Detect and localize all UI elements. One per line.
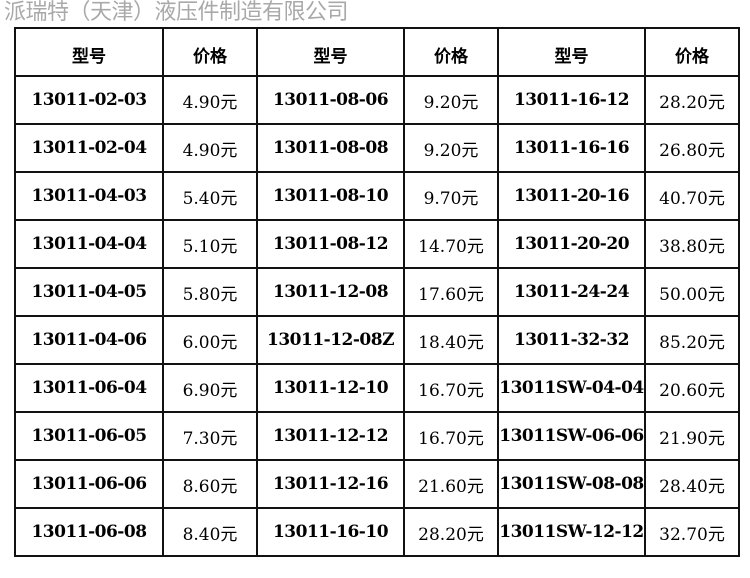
model-cell: 13011-06-04 xyxy=(14,363,164,413)
model-cell: 13011-32-32 xyxy=(497,315,646,365)
price-cell: 7.30元 xyxy=(162,411,258,461)
model-cell: 13011-06-08 xyxy=(14,507,164,557)
model-cell: 13011-16-12 xyxy=(497,75,646,125)
header-price: 价格 xyxy=(162,27,258,77)
price-cell: 5.10元 xyxy=(162,219,258,269)
price-cell: 28.20元 xyxy=(403,507,499,557)
model-cell: 13011-08-10 xyxy=(256,171,405,221)
price-cell: 26.80元 xyxy=(644,123,740,173)
price-cell: 4.90元 xyxy=(162,123,258,173)
model-cell: 13011-08-06 xyxy=(256,75,405,125)
price-cell: 28.20元 xyxy=(644,75,740,125)
model-cell: 13011-12-08Z xyxy=(256,315,405,365)
price-cell: 28.40元 xyxy=(644,459,740,509)
model-cell: 13011-20-20 xyxy=(497,219,646,269)
header-model: 型号 xyxy=(256,27,405,77)
price-cell: 5.80元 xyxy=(162,267,258,317)
model-cell: 13011-16-16 xyxy=(497,123,646,173)
table-row: 13011-06-08 8.40元 13011-16-10 28.20元 13011SW… xyxy=(14,507,740,557)
model-cell: 13011-04-03 xyxy=(14,171,164,221)
model-cell: 13011-12-12 xyxy=(256,411,405,461)
price-cell: 6.00元 xyxy=(162,315,258,365)
price-cell: 8.60元 xyxy=(162,459,258,509)
price-cell: 40.70元 xyxy=(644,171,740,221)
model-cell: 13011-04-05 xyxy=(14,267,164,317)
price-cell: 32.70元 xyxy=(644,507,740,557)
price-cell: 17.60元 xyxy=(403,267,499,317)
model-cell: 13011-08-12 xyxy=(256,219,405,269)
model-cell: 13011-20-16 xyxy=(497,171,646,221)
model-cell: 13011-02-04 xyxy=(14,123,164,173)
header-model: 型号 xyxy=(497,27,646,77)
price-table: 型号 价格 型号 价格 型号 价格 13011-02-03 4.90元 13011-08-06… xyxy=(14,27,740,557)
header-price: 价格 xyxy=(644,27,740,77)
price-cell: 14.70元 xyxy=(403,219,499,269)
price-cell: 50.00元 xyxy=(644,267,740,317)
model-cell: 13011-02-03 xyxy=(14,75,164,125)
table-row: 13011-02-04 4.90元 13011-08-08 9.20元 13011-16… xyxy=(14,123,740,173)
price-cell: 20.60元 xyxy=(644,363,740,413)
price-cell: 18.40元 xyxy=(403,315,499,365)
model-cell: 13011-04-04 xyxy=(14,219,164,269)
price-cell: 16.70元 xyxy=(403,363,499,413)
table-row: 13011-04-05 5.80元 13011-12-08 17.60元 13011-2… xyxy=(14,267,740,317)
table-row: 13011-04-04 5.10元 13011-08-12 14.70元 13011-2… xyxy=(14,219,740,269)
price-cell: 9.70元 xyxy=(403,171,499,221)
price-cell: 85.20元 xyxy=(644,315,740,365)
model-cell: 13011-16-10 xyxy=(256,507,405,557)
price-cell: 21.90元 xyxy=(644,411,740,461)
price-cell: 9.20元 xyxy=(403,123,499,173)
table-row: 13011-06-06 8.60元 13011-12-16 21.60元 13011SW… xyxy=(14,459,740,509)
header-model: 型号 xyxy=(14,27,164,77)
model-cell: 13011-24-24 xyxy=(497,267,646,317)
model-cell: 13011-06-05 xyxy=(14,411,164,461)
price-cell: 4.90元 xyxy=(162,75,258,125)
model-cell: 13011SW-12-12 xyxy=(497,507,646,557)
header-price: 价格 xyxy=(403,27,499,77)
price-cell: 21.60元 xyxy=(403,459,499,509)
header-row: 型号 价格 型号 价格 型号 价格 xyxy=(14,27,740,77)
model-cell: 13011-06-06 xyxy=(14,459,164,509)
model-cell: 13011-12-08 xyxy=(256,267,405,317)
model-cell: 13011-04-06 xyxy=(14,315,164,365)
table-row: 13011-04-03 5.40元 13011-08-10 9.70元 13011-20… xyxy=(14,171,740,221)
price-cell: 6.90元 xyxy=(162,363,258,413)
model-cell: 13011SW-06-06 xyxy=(497,411,646,461)
price-cell: 8.40元 xyxy=(162,507,258,557)
table-row: 13011-06-05 7.30元 13011-12-12 16.70元 13011SW… xyxy=(14,411,740,461)
table-row: 13011-04-06 6.00元 13011-12-08Z 18.40元 13011-… xyxy=(14,315,740,365)
model-cell: 13011-12-16 xyxy=(256,459,405,509)
table-row: 13011-06-04 6.90元 13011-12-10 16.70元 13011SW… xyxy=(14,363,740,413)
table-row: 13011-02-03 4.90元 13011-08-06 9.20元 13011-16… xyxy=(14,75,740,125)
price-cell: 9.20元 xyxy=(403,75,499,125)
price-cell: 5.40元 xyxy=(162,171,258,221)
model-cell: 13011SW-08-08 xyxy=(497,459,646,509)
model-cell: 13011-08-08 xyxy=(256,123,405,173)
model-cell: 13011-12-10 xyxy=(256,363,405,413)
price-cell: 16.70元 xyxy=(403,411,499,461)
model-cell: 13011SW-04-04 xyxy=(497,363,646,413)
watermark: 派瑞特（天津）液压件制造有限公司 xyxy=(4,0,349,25)
price-cell: 38.80元 xyxy=(644,219,740,269)
